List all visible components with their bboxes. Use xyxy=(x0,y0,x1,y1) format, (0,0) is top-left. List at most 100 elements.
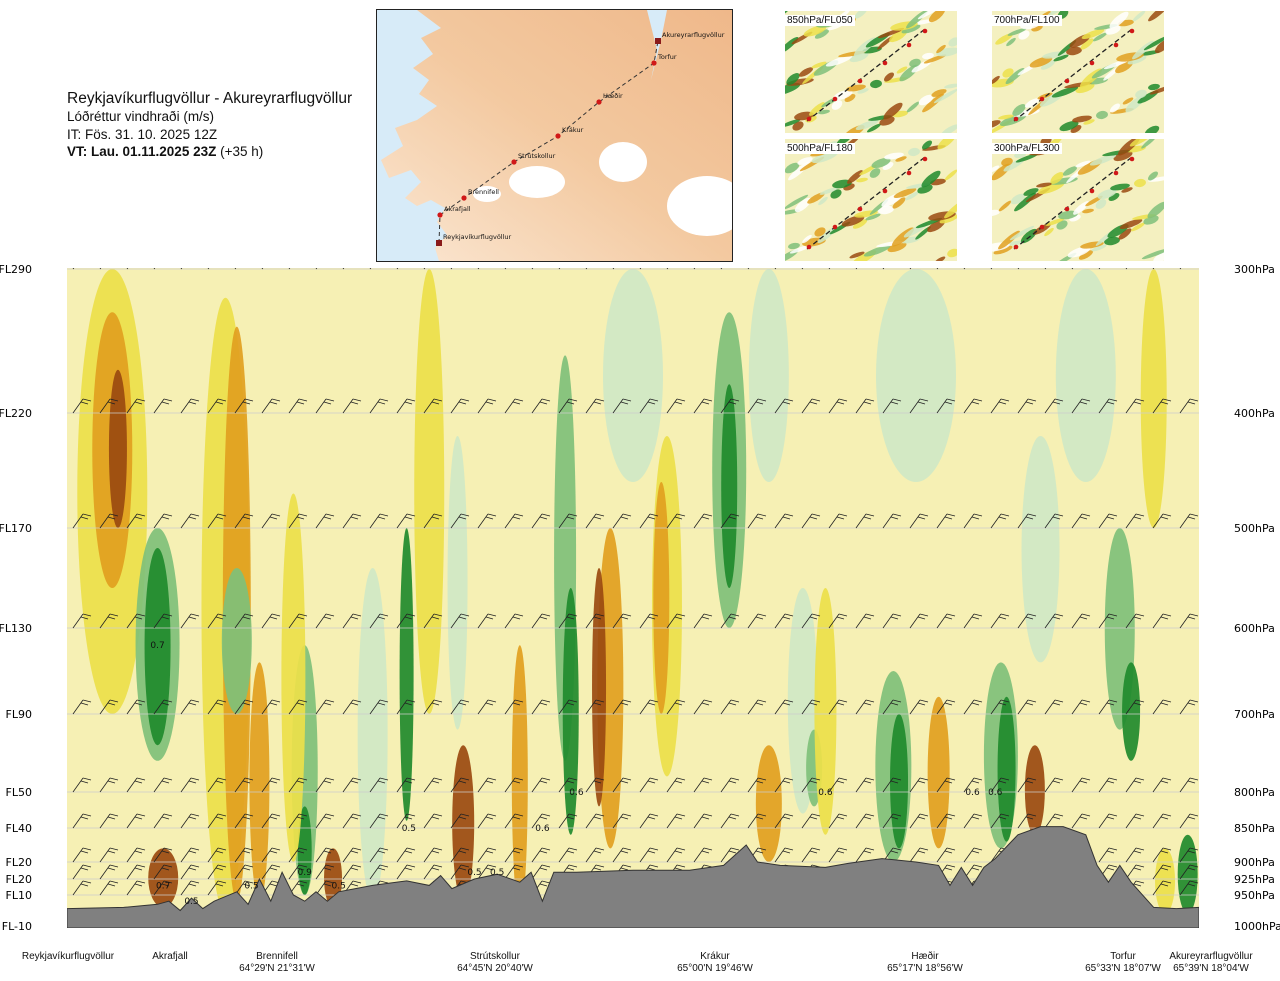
wind-barb xyxy=(261,699,281,715)
wind-barb xyxy=(396,398,416,414)
wind-barb xyxy=(99,880,119,896)
wind-barb xyxy=(234,613,254,629)
wind-barb xyxy=(1152,699,1172,715)
wind-barb xyxy=(1098,847,1118,863)
wind-barb xyxy=(180,699,200,715)
vertical-velocity-cell xyxy=(592,568,607,807)
contour-label: 0.6 xyxy=(818,788,833,798)
wind-barb xyxy=(936,513,956,529)
wind-barb xyxy=(504,513,524,529)
wind-barb xyxy=(126,398,146,414)
wind-barb xyxy=(1152,398,1172,414)
waypoint-name: Reykjavíkurflugvöllur xyxy=(21,951,115,962)
glacier-shape xyxy=(509,166,565,198)
vertical-velocity-cell xyxy=(1122,662,1141,761)
wind-barb xyxy=(639,268,642,270)
wind-barb xyxy=(747,268,750,270)
mini-map-svg xyxy=(992,11,1164,133)
wind-barb xyxy=(720,513,740,529)
wind-barb xyxy=(828,613,848,629)
wind-barb xyxy=(396,813,416,829)
wind-barb xyxy=(639,777,659,793)
route-title: Reykjavíkurflugvöllur - Akureyrarflugvöl… xyxy=(67,90,353,107)
wind-barb xyxy=(369,864,389,880)
wind-barb xyxy=(693,613,713,629)
wind-barb xyxy=(1098,699,1118,715)
wind-barb xyxy=(1179,513,1199,529)
wind-barb xyxy=(126,699,146,715)
wind-barb xyxy=(585,847,605,863)
route-waypoint-label: Brennifell xyxy=(468,188,499,196)
wind-barb xyxy=(963,699,983,715)
wind-barb xyxy=(396,613,416,629)
wind-barb xyxy=(963,847,983,863)
wind-barb xyxy=(504,847,524,863)
wind-barb xyxy=(99,699,119,715)
wind-barb xyxy=(612,398,632,414)
wind-barb xyxy=(207,813,227,829)
mini-map-label: 850hPa/FL050 xyxy=(785,15,855,26)
wind-barb xyxy=(558,513,578,529)
wind-barb xyxy=(801,613,821,629)
wind-barb xyxy=(720,777,740,793)
mini-map-svg xyxy=(992,139,1164,261)
wind-barb xyxy=(126,813,146,829)
wind-barb xyxy=(1125,268,1128,270)
wind-barb xyxy=(207,864,227,880)
wind-barb xyxy=(477,268,480,270)
wind-barb xyxy=(288,864,308,880)
pressure-level-label: 300hPa xyxy=(1234,263,1275,276)
wind-barb xyxy=(450,813,470,829)
wind-barb xyxy=(828,847,848,863)
wind-barb xyxy=(1017,513,1037,529)
wind-barb xyxy=(396,777,416,793)
wind-barb xyxy=(180,813,200,829)
vertical-velocity-cell xyxy=(297,806,312,895)
wind-barb xyxy=(585,513,605,529)
wind-barb xyxy=(342,777,362,793)
wind-barb xyxy=(828,813,848,829)
wind-barb xyxy=(1044,268,1047,270)
wind-barb xyxy=(747,813,767,829)
route-map: Akureyrarflugvöllur Torfur Hæðir Krákur Strú… xyxy=(376,9,733,262)
wind-barb xyxy=(477,813,497,829)
wind-barb xyxy=(504,398,524,414)
wind-barb xyxy=(558,777,578,793)
wind-barb xyxy=(369,513,389,529)
wind-barb xyxy=(99,847,119,863)
wind-barb xyxy=(1179,268,1182,270)
wind-barb xyxy=(1098,513,1118,529)
wind-barb xyxy=(990,699,1010,715)
wind-barb xyxy=(774,398,794,414)
wind-barb xyxy=(963,613,983,629)
wind-barb xyxy=(612,613,632,629)
valid-time-offset: (+35 h) xyxy=(220,144,264,159)
wind-barb xyxy=(666,813,686,829)
vertical-velocity-cell xyxy=(721,384,738,588)
vertical-velocity-cell xyxy=(221,568,252,714)
vertical-velocity-cell xyxy=(281,493,306,862)
pressure-level-label: 800hPa xyxy=(1234,786,1275,799)
wind-barb xyxy=(450,864,470,880)
wind-barb xyxy=(180,398,200,414)
wind-barb xyxy=(855,513,875,529)
wind-barb xyxy=(369,398,389,414)
wind-barb xyxy=(315,513,335,529)
wind-barb xyxy=(369,777,389,793)
wind-barb xyxy=(477,613,497,629)
wind-barb xyxy=(747,398,767,414)
wind-barb xyxy=(234,813,254,829)
wind-barb xyxy=(261,513,281,529)
wind-barb xyxy=(1125,847,1145,863)
wind-barb xyxy=(801,513,821,529)
wind-barb xyxy=(369,268,372,270)
wind-barb xyxy=(639,398,659,414)
contour-label: 0.7 xyxy=(150,641,164,651)
waypoint-label: Strútskollur 64°45'N 20°40'W xyxy=(457,951,533,975)
wind-barb xyxy=(747,613,767,629)
waypoint-coords: 65°39'N 18°04'W xyxy=(1173,963,1249,974)
wind-barb xyxy=(558,699,578,715)
wind-barb xyxy=(342,864,362,880)
wind-barb xyxy=(639,613,659,629)
wind-barb xyxy=(1125,613,1145,629)
